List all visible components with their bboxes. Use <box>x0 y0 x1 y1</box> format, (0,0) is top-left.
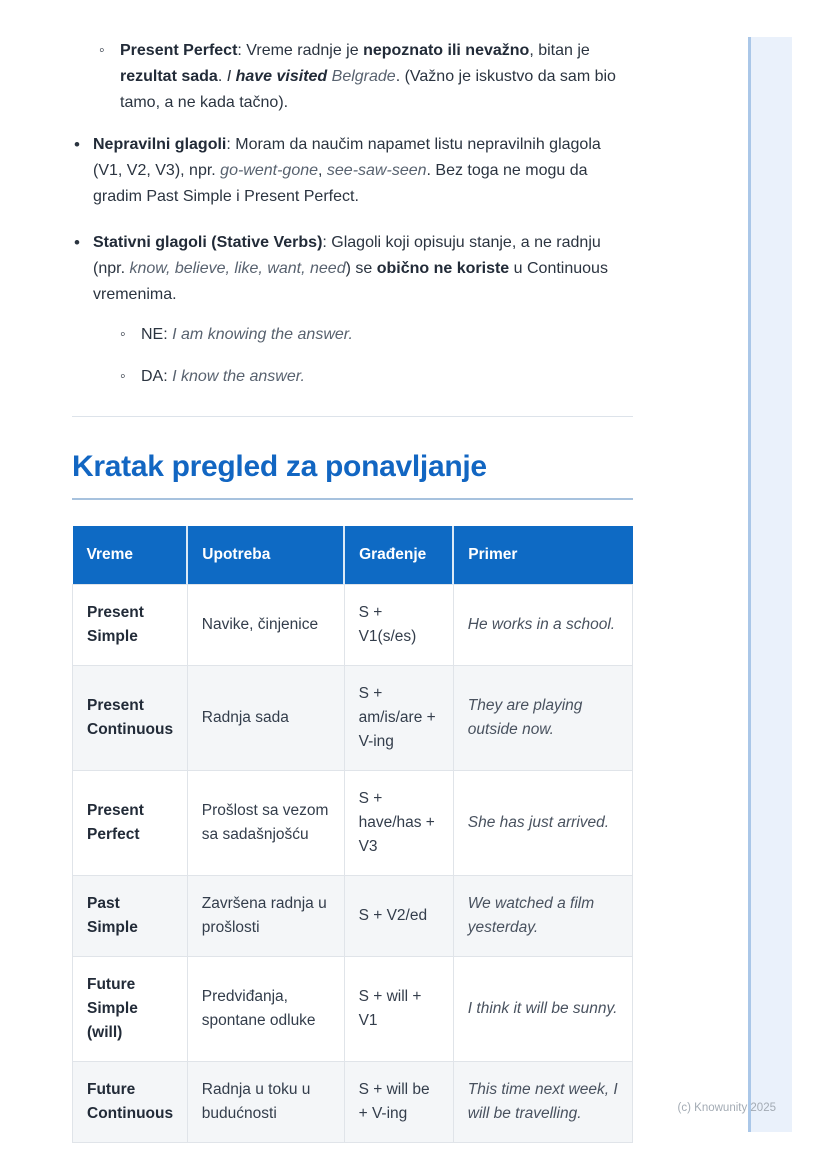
cell-upotreba: Radnja u toku u budućnosti <box>186 1061 345 1143</box>
overview-table-head: Vreme Upotreba Građenje Primer <box>72 526 633 585</box>
table-row: Past Simple Završena radnja u prošlosti … <box>72 875 634 957</box>
text-segment: , bitan je <box>529 42 590 59</box>
cell-vreme: Present Perfect <box>72 770 188 876</box>
cell-gradjenje: S + will + V1 <box>343 956 454 1062</box>
cell-primer: She has just arrived. <box>452 770 634 876</box>
cell-upotreba: Završena radnja u prošlosti <box>186 875 345 957</box>
main-bullet-list: Nepravilni glagoli: Moram da naučim napa… <box>72 132 633 390</box>
text-segment: Present Perfect <box>120 42 238 59</box>
text-segment: go-went-gone <box>220 162 319 179</box>
text-segment: know, believe, like, want, need <box>129 260 346 277</box>
list-item: Nepravilni glagoli: Moram da naučim napa… <box>72 132 633 210</box>
cell-gradjenje: S + V2/ed <box>343 875 454 957</box>
text-segment: . <box>217 68 227 85</box>
cell-vreme: Present Simple <box>72 584 188 666</box>
table-row: Present Simple Navike, činjenice S + V1(… <box>72 584 634 666</box>
table-row: Present Continuous Radnja sada S + am/is… <box>72 665 634 771</box>
text-segment: u Continuous vremenima. <box>93 260 608 303</box>
text-segment: ) se <box>345 260 377 277</box>
text-segment: I <box>226 68 236 85</box>
text-segment: Nepravilni glagoli <box>93 136 227 153</box>
overview-table-wrapper: Vreme Upotreba Građenje Primer Present S… <box>72 526 634 1143</box>
text-segment: . (Važno je iskustvo da sam bio tamo, a … <box>120 68 616 111</box>
text-segment: Stativni glagoli (Stative Verbs) <box>93 234 323 251</box>
sub-bullet-list-preamble: Present Perfect: Vreme radnje je nepozna… <box>99 38 633 116</box>
copyright-notice: (c) Knowunity 2025 <box>677 1102 776 1114</box>
cell-upotreba: Prošlost sa vezom sa sadašnjošću <box>186 770 345 876</box>
text-segment: NE: <box>141 326 173 343</box>
text-segment: Belgrade <box>327 68 396 85</box>
text-segment: obično ne koriste <box>376 260 510 277</box>
column-header-gradjenje: Građenje <box>344 526 455 585</box>
cell-gradjenje: S + have/has + V3 <box>343 770 454 876</box>
cell-upotreba: Radnja sada <box>186 665 345 771</box>
cell-vreme: Past Simple <box>72 875 188 957</box>
column-header-primer: Primer <box>453 526 633 585</box>
cell-vreme: Present Continuous <box>72 665 188 771</box>
cell-primer: He works in a school. <box>452 584 634 666</box>
text-segment: DA: <box>141 368 173 385</box>
notes-section: Present Perfect: Vreme radnje je nepozna… <box>72 38 633 390</box>
section-divider <box>72 416 633 417</box>
list-item: NE: I am knowing the answer. <box>120 322 633 348</box>
text-segment: I am knowing the answer. <box>172 326 353 343</box>
text-segment: I know the answer. <box>172 368 305 385</box>
list-item-text: Stativni glagoli (Stative Verbs): Glagol… <box>93 234 608 303</box>
text-segment: : Glagoli koji opisuju stanje, a ne radn… <box>93 234 601 277</box>
table-row: Present Perfect Prošlost sa vezom sa sad… <box>72 770 634 876</box>
table-row: Future Simple (will) Predviđanja, sponta… <box>72 956 634 1062</box>
list-item: Present Perfect: Vreme radnje je nepozna… <box>99 38 633 116</box>
column-header-vreme: Vreme <box>72 526 189 585</box>
text-segment: . Bez toga ne mogu da gradim Past Simple… <box>93 162 588 205</box>
section-heading: Kratak pregled za ponavljanje <box>72 449 633 500</box>
cell-primer: I think it will be sunny. <box>452 956 634 1062</box>
table-row: Future Continuous Radnja u toku u budućn… <box>72 1061 634 1143</box>
cell-gradjenje: S + V1(s/es) <box>343 584 454 666</box>
text-segment: see-saw-seen <box>326 162 427 179</box>
column-header-upotreba: Upotreba <box>187 526 346 585</box>
cell-vreme: Future Simple (will) <box>72 956 188 1062</box>
cell-primer: We watched a film yesterday. <box>452 875 634 957</box>
text-segment: , <box>318 162 327 179</box>
cell-primer: They are playing outside now. <box>452 665 634 771</box>
text-segment: nepoznato ili nevažno <box>363 42 530 59</box>
list-item: Stativni glagoli (Stative Verbs): Glagol… <box>72 230 633 390</box>
text-segment: : Moram da naučim napamet listu nepravil… <box>93 136 601 179</box>
text-segment: have visited <box>235 68 328 85</box>
cell-primer: This time next week, I will be travellin… <box>452 1061 634 1143</box>
overview-table-body: Present Simple Navike, činjenice S + V1(… <box>72 584 634 1143</box>
text-segment: : Vreme radnje je <box>237 42 364 59</box>
page-edge-highlight-bar <box>748 37 792 1132</box>
cell-gradjenje: S + will be + V-ing <box>343 1061 454 1143</box>
text-segment: rezultat sada <box>120 68 218 85</box>
table-header-row: Vreme Upotreba Građenje Primer <box>72 526 633 585</box>
sub-bullet-list: NE: I am knowing the answer. DA: I know … <box>120 322 633 390</box>
list-item: DA: I know the answer. <box>120 364 633 390</box>
cell-vreme: Future Continuous <box>72 1061 188 1143</box>
document-content: Present Perfect: Vreme radnje je nepozna… <box>72 0 634 1143</box>
cell-upotreba: Predviđanja, spontane odluke <box>186 956 345 1062</box>
cell-gradjenje: S + am/is/are + V-ing <box>343 665 454 771</box>
cell-upotreba: Navike, činjenice <box>186 584 345 666</box>
overview-table: Vreme Upotreba Građenje Primer Present S… <box>72 526 634 1143</box>
